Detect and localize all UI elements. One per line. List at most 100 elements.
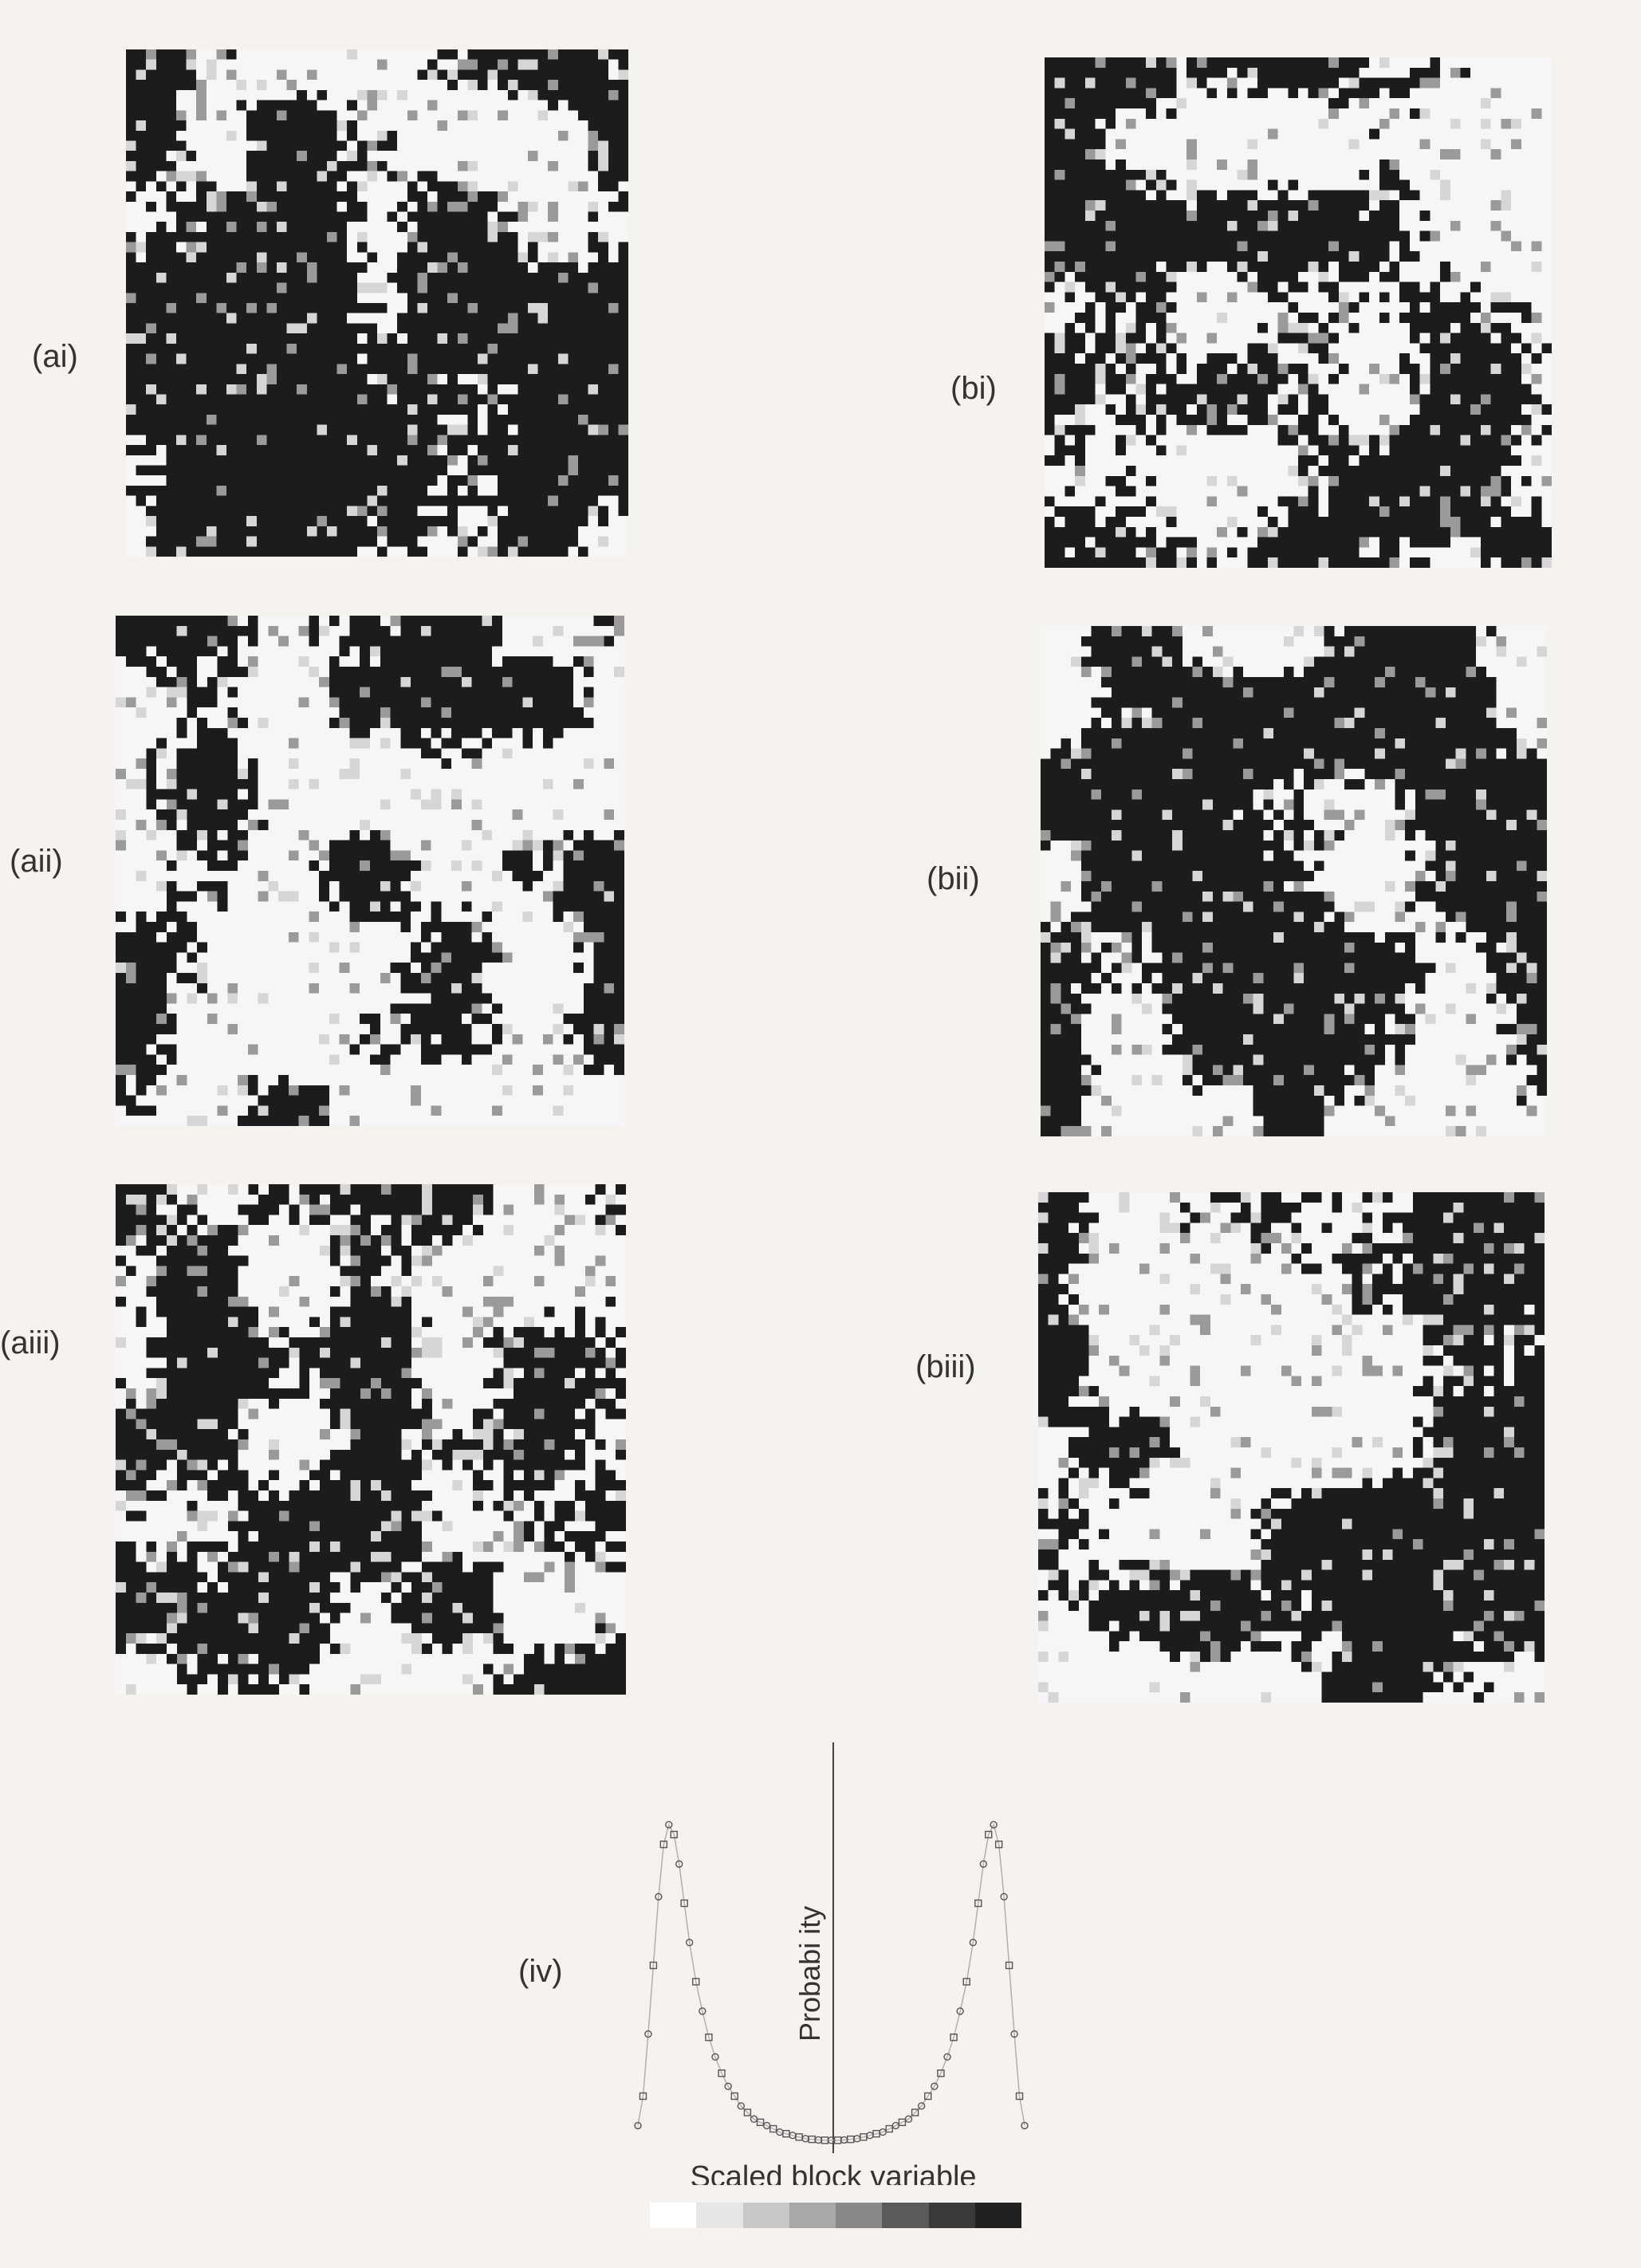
grid-cell xyxy=(1176,343,1187,354)
grid-cell xyxy=(578,80,588,91)
grid-cell xyxy=(588,191,599,203)
grid-cell xyxy=(437,343,448,354)
grid-cell xyxy=(1186,282,1198,293)
grid-cell xyxy=(136,364,147,375)
grid-cell xyxy=(327,353,337,364)
grid-cell xyxy=(1409,230,1420,242)
grid-cell xyxy=(1541,220,1552,231)
grid-cell xyxy=(548,333,559,345)
grid-cell xyxy=(1379,98,1390,109)
grid-cell xyxy=(317,181,328,192)
grid-cell xyxy=(206,414,217,425)
grid-cell xyxy=(1328,322,1340,333)
grid-cell xyxy=(297,495,308,506)
grid-cell xyxy=(236,49,247,60)
grid-cell xyxy=(1409,67,1420,78)
grid-cell xyxy=(1480,445,1491,456)
grid-cell xyxy=(1247,455,1258,467)
grid-cell xyxy=(1064,526,1076,537)
grid-cell xyxy=(578,404,588,415)
grid-cell xyxy=(467,435,478,446)
grid-cell xyxy=(457,140,468,152)
grid-cell xyxy=(176,242,187,253)
grid-cell xyxy=(1379,128,1390,140)
grid-cell xyxy=(246,303,258,313)
grid-cell xyxy=(487,374,498,385)
grid-cell xyxy=(487,140,498,152)
grid-cell xyxy=(578,49,588,60)
grid-cell xyxy=(1237,415,1248,426)
grid-cell xyxy=(146,272,157,283)
grid-cell xyxy=(517,303,529,313)
grid-cell xyxy=(1288,139,1299,150)
grid-cell xyxy=(277,282,287,293)
grid-cell xyxy=(1308,128,1319,140)
grid-cell xyxy=(407,211,418,222)
grid-cell xyxy=(1430,292,1441,303)
grid-cell xyxy=(467,49,478,60)
grid-cell xyxy=(1135,364,1147,375)
grid-cell xyxy=(457,374,468,385)
grid-cell xyxy=(317,435,328,446)
grid-cell xyxy=(1247,475,1258,486)
grid-cell xyxy=(467,100,478,111)
grid-cell xyxy=(256,546,267,557)
grid-cell xyxy=(1379,118,1390,129)
grid-cell xyxy=(1196,475,1207,486)
grid-cell xyxy=(427,191,438,203)
grid-cell xyxy=(1419,486,1430,497)
grid-cell xyxy=(1419,292,1430,303)
grid-cell xyxy=(1490,282,1501,293)
grid-cell xyxy=(347,475,358,486)
grid-cell xyxy=(1135,435,1147,446)
grid-cell xyxy=(317,211,328,222)
grid-cell xyxy=(367,424,378,435)
grid-cell xyxy=(146,201,157,212)
grid-cell xyxy=(1348,262,1360,273)
grid-cell xyxy=(1105,149,1116,160)
grid-cell xyxy=(417,69,428,81)
grid-cell xyxy=(155,374,167,385)
grid-cell xyxy=(1186,57,1198,69)
grid-cell xyxy=(608,536,619,547)
grid-cell xyxy=(317,364,328,375)
grid-cell xyxy=(256,414,267,425)
grid-cell xyxy=(1318,57,1329,69)
grid-cell xyxy=(306,526,317,537)
grid-cell xyxy=(136,49,147,60)
grid-cell xyxy=(397,546,408,557)
grid-cell xyxy=(1125,537,1136,548)
grid-cell xyxy=(417,374,428,385)
grid-cell xyxy=(1176,394,1187,405)
grid-cell xyxy=(1359,394,1370,405)
grid-cell xyxy=(1409,415,1420,426)
grid-cell xyxy=(236,191,247,203)
grid-cell xyxy=(1419,67,1430,78)
grid-cell xyxy=(1075,364,1086,375)
grid-cell xyxy=(1054,57,1065,69)
grid-cell xyxy=(478,333,488,345)
grid-cell xyxy=(1338,282,1349,293)
grid-cell xyxy=(1237,394,1248,405)
grid-cell xyxy=(557,151,569,162)
grid-cell xyxy=(155,394,167,405)
grid-cell xyxy=(387,506,398,517)
grid-cell xyxy=(1419,506,1430,518)
grid-cell xyxy=(126,313,136,324)
grid-cell xyxy=(336,323,348,334)
grid-cell xyxy=(155,343,167,354)
grid-cell xyxy=(1075,128,1086,140)
grid-cell xyxy=(1095,271,1106,282)
grid-cell xyxy=(407,69,418,81)
grid-cell xyxy=(588,516,599,527)
grid-cell xyxy=(537,293,549,304)
grid-cell xyxy=(457,495,468,506)
grid-cell xyxy=(1155,149,1167,160)
grid-cell xyxy=(286,140,297,152)
grid-cell xyxy=(1298,211,1308,222)
grid-cell xyxy=(1045,526,1055,537)
grid-cell xyxy=(1217,139,1228,150)
grid-cell xyxy=(1105,211,1116,222)
grid-cell xyxy=(196,414,207,425)
grid-cell xyxy=(1226,271,1238,282)
